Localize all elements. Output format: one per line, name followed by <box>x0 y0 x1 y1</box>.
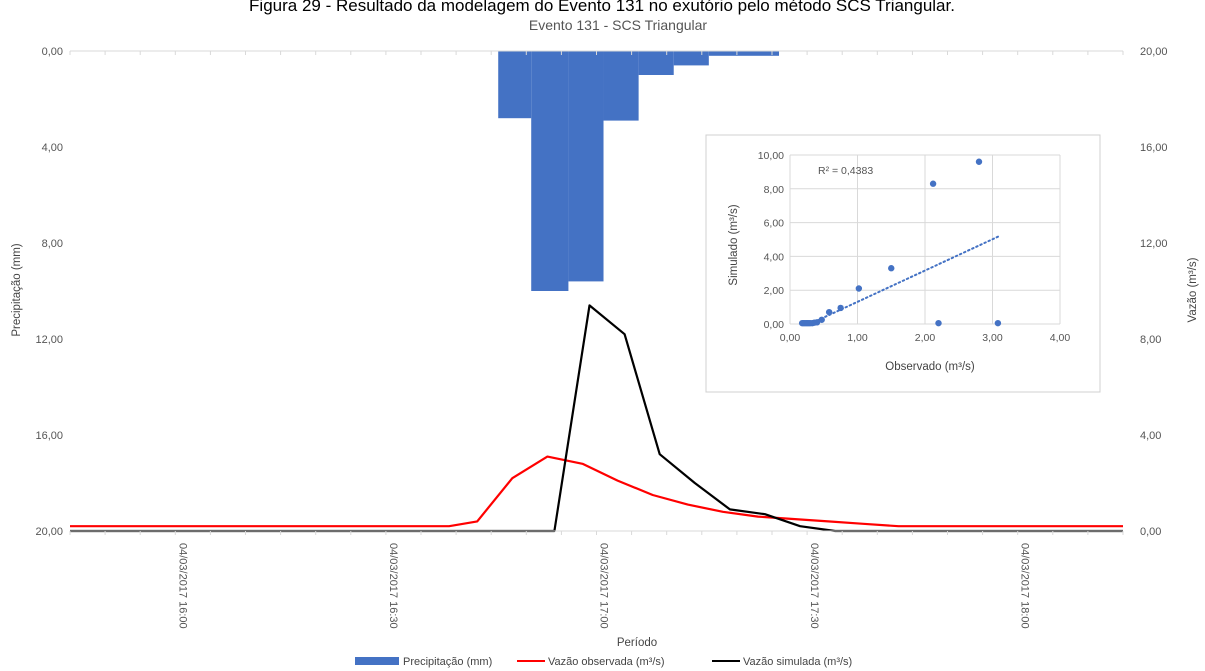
scatter-inset: 0,00 1,00 2,00 3,00 4,00 0,00 2,00 4,00 6,00 8,00… <box>705 134 1101 393</box>
legend-label-precipitacao: Precipitação (mm) <box>403 656 492 668</box>
inset-x-tick-label: 4,00 <box>1050 332 1071 344</box>
inset-x-tick-label: 2,00 <box>915 332 936 344</box>
precipitation-bar <box>531 51 569 291</box>
y-right-tick-label: 12,00 <box>1140 238 1168 250</box>
y-right-tick-label: 20,00 <box>1140 46 1168 58</box>
y-left-tick-label: 12,00 <box>35 334 63 346</box>
y-left-tick-label: 16,00 <box>35 430 63 442</box>
inset-scatter-point <box>837 304 844 312</box>
x-tick-label: 04/03/2017 16:30 <box>387 543 399 629</box>
inset-y-tick-label: 10,00 <box>758 150 784 162</box>
precipitation-bar <box>603 51 639 121</box>
inset-points <box>798 158 1002 327</box>
precipitation-bar <box>708 51 780 56</box>
inset-gridlines <box>789 154 1061 325</box>
inset-frame <box>705 134 1101 393</box>
y-left-tick-label: 8,00 <box>42 238 63 250</box>
legend: Precipitação (mm) Vazão observada (m³/s)… <box>355 656 852 668</box>
y-right-tick-label: 0,00 <box>1140 526 1161 538</box>
y-right-tick-label: 4,00 <box>1140 430 1161 442</box>
inset-scatter-point <box>929 180 937 187</box>
inset-scatter-point <box>813 319 821 326</box>
flow-lines <box>70 304 1123 533</box>
inset-scatter-point <box>855 285 863 292</box>
legend-label-vazao-observada: Vazão observada (m³/s) <box>548 656 665 668</box>
inset-y-tick-label: 6,00 <box>764 218 785 230</box>
inset-scatter-point <box>975 158 983 165</box>
inset-scatter-point <box>994 319 1002 327</box>
inset-trendline <box>816 235 1001 322</box>
y-left-tick-label: 20,00 <box>35 526 63 538</box>
y-right-axis-title: Vazão (m³/s) <box>1187 257 1199 322</box>
precipitation-bars <box>498 51 780 291</box>
chart-title: Evento 131 - SCS Triangular <box>529 17 708 33</box>
y-left-tick-label: 4,00 <box>42 142 63 154</box>
inset-scatter-point <box>935 319 942 327</box>
x-tick-label: 04/03/2017 16:00 <box>176 543 188 629</box>
precipitation-bar <box>638 51 674 75</box>
inset-y-axis-title: Simulado (m³/s) <box>728 204 740 285</box>
x-axis-title: Período <box>617 637 657 649</box>
inset-x-axis-title: Observado (m³/s) <box>885 361 975 373</box>
inset-y-tick-label: 8,00 <box>764 184 785 196</box>
legend-label-vazao-simulada: Vazão simulada (m³/s) <box>743 656 852 668</box>
precipitation-bar <box>498 51 532 119</box>
series-line-vazao-simulada <box>70 304 1123 533</box>
x-tick-label: 04/03/2017 17:30 <box>808 543 820 629</box>
main-axes: 0,00 4,00 8,00 12,00 16,00 20,00 0,00 4,00 8,00 1… <box>35 46 1167 629</box>
inset-x-tick-label: 0,00 <box>780 332 801 344</box>
inset-x-tick-label: 1,00 <box>847 332 868 344</box>
inset-y-tick-label: 4,00 <box>764 251 785 263</box>
inset-scatter-point <box>825 308 833 316</box>
x-tick-label: 04/03/2017 18:00 <box>1019 543 1031 629</box>
series-line-vazao-observada <box>70 455 1123 528</box>
precipitation-bar <box>673 51 709 66</box>
figure-caption: Figura 29 - Resultado da modelagem do Ev… <box>249 0 955 15</box>
y-left-tick-label: 0,00 <box>42 46 63 58</box>
x-tick-label: 04/03/2017 17:00 <box>598 543 610 629</box>
y-right-tick-label: 16,00 <box>1140 142 1168 154</box>
y-left-axis-title: Precipitação (mm) <box>11 243 23 336</box>
y-right-tick-label: 8,00 <box>1140 334 1161 346</box>
inset-ticks: 0,00 1,00 2,00 3,00 4,00 0,00 2,00 4,00 6,00 8,00… <box>758 150 1071 344</box>
main-plot-area: 0,00 4,00 8,00 12,00 16,00 20,00 0,00 4,00 8,00 1… <box>35 46 1167 629</box>
inset-y-tick-label: 2,00 <box>764 285 785 297</box>
inset-trendline-path <box>816 235 1001 322</box>
inset-x-tick-label: 3,00 <box>982 332 1003 344</box>
precipitation-bar <box>568 51 604 282</box>
inset-scatter-point <box>888 265 895 272</box>
inset-r2-annotation: R² = 0,4383 <box>818 165 873 177</box>
inset-scatter-point <box>818 316 825 323</box>
legend-swatch-precipitacao <box>355 657 399 665</box>
inset-y-tick-label: 0,00 <box>764 319 785 331</box>
